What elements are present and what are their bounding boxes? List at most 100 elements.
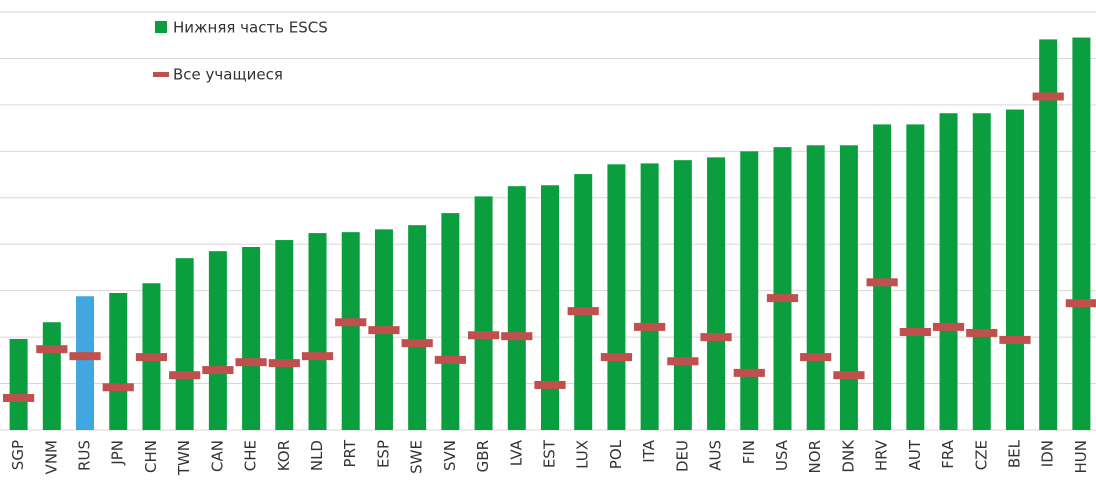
marker: [899, 328, 931, 337]
x-tick-label: LUX: [574, 440, 592, 469]
bar: [1039, 39, 1058, 430]
bar: [839, 145, 858, 430]
marker: [467, 331, 500, 340]
marker: [534, 380, 566, 389]
x-tick-label: AUS: [707, 440, 725, 471]
x-tick-label: IDN: [1039, 440, 1057, 467]
marker: [567, 307, 599, 316]
x-tick-label: VNM: [42, 440, 60, 474]
bar: [76, 296, 95, 430]
x-tick-label: EST: [541, 439, 559, 468]
bar: [474, 196, 493, 430]
marker: [600, 353, 633, 362]
marker: [700, 333, 732, 342]
bar: [275, 240, 294, 430]
x-tick-label: HUN: [1072, 440, 1090, 473]
x-tick-label: DNK: [839, 439, 857, 473]
marker: [3, 393, 35, 402]
bar: [242, 247, 261, 430]
x-tick-label: JPN: [109, 440, 127, 466]
x-tick-label: ITA: [640, 439, 658, 462]
marker: [1065, 299, 1096, 308]
x-tick-label: NLD: [308, 440, 326, 471]
x-tick-label: SVN: [441, 440, 459, 471]
bar: [441, 213, 460, 430]
x-tick-label: AUT: [906, 439, 924, 470]
marker: [202, 366, 234, 375]
marker: [335, 318, 367, 327]
x-tick-label: TWN: [175, 440, 193, 476]
bar: [541, 185, 559, 430]
bar: [109, 292, 128, 430]
marker: [102, 383, 134, 392]
marker: [833, 371, 865, 380]
marker: [667, 357, 699, 366]
bar: [673, 160, 692, 430]
marker: [401, 339, 433, 348]
x-tick-label: CHN: [142, 440, 160, 473]
marker: [966, 328, 998, 337]
marker: [235, 358, 267, 367]
x-tick-label: FIN: [740, 440, 758, 464]
marker: [501, 332, 533, 341]
bar: [906, 124, 925, 430]
x-tick-label: PRT: [341, 439, 359, 467]
marker: [932, 322, 965, 331]
bar: [208, 251, 227, 430]
bar: [9, 338, 28, 430]
marker: [268, 359, 300, 368]
bar: [773, 147, 792, 431]
bar: [740, 151, 759, 431]
bar: [175, 258, 194, 430]
x-tick-label: GBR: [474, 440, 492, 472]
marker: [733, 368, 765, 377]
x-tick-label: RUS: [76, 440, 94, 471]
bar: [972, 113, 991, 430]
x-tick-label: KOR: [275, 440, 293, 471]
marker: [634, 322, 666, 331]
bar: [341, 232, 360, 430]
legend-label: Нижняя часть ESCS: [173, 19, 328, 37]
bar: [607, 164, 626, 431]
marker: [135, 353, 168, 362]
marker: [999, 335, 1031, 344]
bar: [806, 145, 825, 430]
marker: [69, 352, 101, 361]
x-tick-label: POL: [607, 439, 625, 469]
bar: [408, 225, 427, 430]
marker: [766, 294, 799, 303]
marker: [866, 278, 898, 287]
x-tick-label: DEU: [673, 440, 691, 472]
legend-label: Все учащиеся: [173, 66, 283, 84]
marker: [169, 371, 201, 380]
x-tick-label: CHE: [242, 440, 260, 471]
marker: [368, 326, 400, 335]
marker: [1032, 92, 1064, 101]
bar: [1072, 37, 1091, 431]
bar: [640, 163, 659, 431]
x-tick-label: CZE: [972, 440, 990, 470]
bar: [873, 124, 892, 430]
x-tick-label: ESP: [374, 440, 392, 468]
bar: [707, 157, 726, 431]
x-tick-label: CAN: [208, 440, 226, 472]
bar: [507, 186, 526, 430]
legend-swatch: [153, 72, 169, 77]
x-tick-label: SGP: [9, 440, 27, 470]
bar: [939, 113, 958, 430]
bar: [1005, 109, 1024, 431]
marker: [301, 352, 334, 361]
bar: [308, 233, 327, 430]
x-tick-label: HRV: [873, 439, 891, 471]
bar: [574, 174, 593, 430]
marker: [36, 345, 68, 354]
x-tick-label: LVA: [507, 439, 525, 466]
legend-swatch: [155, 21, 167, 33]
marker: [800, 353, 832, 362]
bar: [42, 322, 61, 430]
x-tick-label: NOR: [806, 440, 824, 473]
x-tick-label: USA: [773, 439, 791, 471]
x-tick-label: SWE: [408, 440, 426, 474]
x-tick-label: FRA: [939, 439, 957, 468]
